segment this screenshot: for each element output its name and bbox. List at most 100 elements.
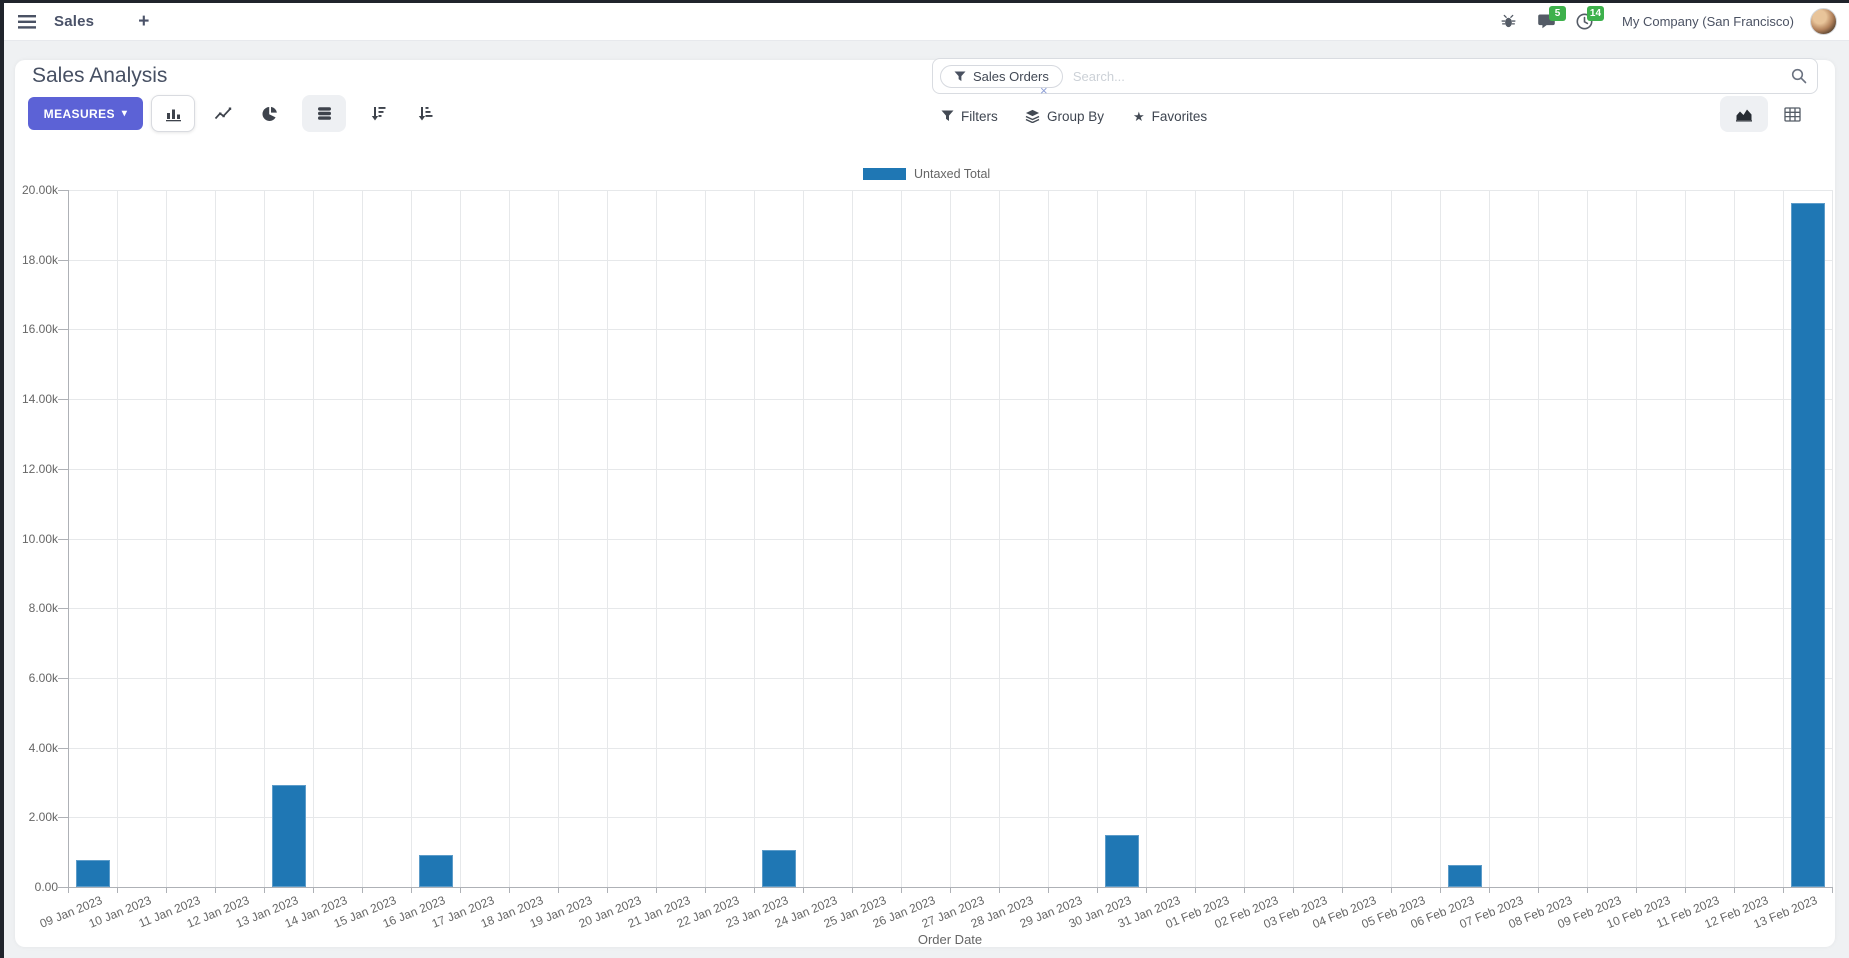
x-tick bbox=[803, 887, 804, 893]
x-tick bbox=[264, 887, 265, 893]
grid-line-v bbox=[1391, 190, 1392, 887]
y-tick-label: 20.00k bbox=[21, 183, 58, 197]
grid-line-v bbox=[117, 190, 118, 887]
x-tick bbox=[901, 887, 902, 893]
grid-line-v bbox=[852, 190, 853, 887]
x-tick bbox=[1097, 887, 1098, 893]
new-tab-button[interactable]: + bbox=[138, 11, 150, 32]
y-tick-label: 2.00k bbox=[28, 810, 58, 825]
grid-line-v bbox=[264, 190, 265, 887]
x-tick bbox=[705, 887, 706, 893]
y-tick-label: 12.00k bbox=[21, 461, 58, 476]
x-tick bbox=[1391, 887, 1392, 893]
bar-chart-icon bbox=[165, 105, 182, 122]
x-tick bbox=[1783, 887, 1784, 893]
pivot-view-button[interactable] bbox=[1768, 96, 1816, 132]
grid-line-v bbox=[803, 190, 804, 887]
bar[interactable] bbox=[1447, 864, 1482, 887]
bar[interactable] bbox=[271, 785, 306, 887]
x-tick bbox=[411, 887, 412, 893]
x-tick bbox=[1636, 887, 1637, 893]
chevron-down-icon: ▾ bbox=[121, 107, 128, 119]
activities-count-badge: 14 bbox=[1586, 5, 1605, 21]
x-tick bbox=[215, 887, 216, 893]
grid-line-v bbox=[1685, 190, 1686, 887]
y-tick bbox=[58, 259, 68, 261]
favorites-button[interactable]: ★ Favorites bbox=[1133, 103, 1207, 129]
apps-menu-icon[interactable] bbox=[14, 9, 40, 35]
y-tick bbox=[58, 399, 68, 401]
messages-icon[interactable]: 5 bbox=[1532, 5, 1567, 35]
grid-line-v bbox=[950, 190, 951, 887]
grid-line-v bbox=[1048, 190, 1049, 887]
group-by-button[interactable]: Group By bbox=[1025, 103, 1104, 129]
search-icon[interactable] bbox=[1791, 68, 1807, 84]
top-navbar: Sales + 5 14 My Company (San Francisco) bbox=[4, 3, 1849, 41]
x-tick bbox=[509, 887, 510, 893]
grid-line-v bbox=[1538, 190, 1539, 887]
measures-button[interactable]: MEASURES ▾ bbox=[28, 97, 143, 130]
x-tick bbox=[1832, 887, 1833, 893]
grid-line-v bbox=[901, 190, 902, 887]
company-switcher[interactable]: My Company (San Francisco) bbox=[1622, 14, 1794, 29]
pie-chart-icon bbox=[262, 106, 278, 122]
stacked-toggle-button[interactable] bbox=[302, 95, 346, 132]
bar[interactable] bbox=[418, 855, 453, 887]
window-edge-top bbox=[0, 0, 1849, 3]
grid-line-v bbox=[558, 190, 559, 887]
grid-line-v bbox=[754, 190, 755, 887]
app-brand-sales[interactable]: Sales bbox=[54, 13, 95, 30]
facet-remove-icon[interactable]: × bbox=[1040, 83, 1048, 98]
layers-icon bbox=[1025, 109, 1040, 123]
bar[interactable] bbox=[761, 850, 796, 887]
grid-line-v bbox=[411, 190, 412, 887]
chart-legend[interactable]: Untaxed Total bbox=[863, 167, 990, 181]
x-tick bbox=[999, 887, 1000, 893]
y-tick bbox=[58, 468, 68, 470]
pivot-table-icon bbox=[1783, 106, 1801, 122]
y-tick bbox=[58, 190, 68, 191]
sort-ascending-button[interactable] bbox=[403, 95, 447, 132]
grid-line-v bbox=[1244, 190, 1245, 887]
bar-chart-mode-button[interactable] bbox=[151, 95, 195, 132]
x-tick bbox=[1538, 887, 1539, 893]
bar[interactable] bbox=[75, 859, 110, 887]
filters-label: Filters bbox=[961, 108, 998, 124]
legend-label: Untaxed Total bbox=[914, 167, 991, 181]
x-tick bbox=[1489, 887, 1490, 893]
grid-line-v bbox=[656, 190, 657, 887]
grid-line-v bbox=[607, 190, 608, 887]
filters-button[interactable]: Filters bbox=[941, 103, 998, 129]
y-tick-label: 16.00k bbox=[21, 322, 58, 337]
debug-bug-icon[interactable] bbox=[1494, 9, 1522, 35]
sort-descending-button[interactable] bbox=[356, 95, 400, 132]
user-avatar[interactable] bbox=[1810, 8, 1837, 35]
grid-line-v bbox=[1293, 190, 1294, 887]
grid-line-v bbox=[1342, 190, 1343, 887]
search-bar[interactable]: Sales Orders bbox=[932, 58, 1818, 94]
x-tick bbox=[852, 887, 853, 893]
star-icon: ★ bbox=[1133, 108, 1145, 124]
pie-chart-mode-button[interactable] bbox=[248, 95, 292, 132]
search-facet-label: Sales Orders bbox=[973, 68, 1049, 84]
grid-line-v bbox=[1097, 190, 1098, 887]
bar[interactable] bbox=[1790, 203, 1825, 887]
bar[interactable] bbox=[1104, 834, 1139, 887]
sort-ascending-icon bbox=[417, 106, 433, 121]
measures-label: MEASURES bbox=[43, 106, 115, 121]
grid-line-v bbox=[509, 190, 510, 887]
graph-view-button[interactable] bbox=[1720, 96, 1768, 132]
x-tick bbox=[1440, 887, 1441, 893]
line-chart-mode-button[interactable] bbox=[201, 95, 245, 132]
grid-line-v bbox=[1489, 190, 1490, 887]
activities-clock-icon[interactable]: 14 bbox=[1570, 5, 1605, 35]
search-input[interactable] bbox=[1072, 68, 1791, 84]
search-facet-sales-orders[interactable]: Sales Orders bbox=[940, 64, 1063, 88]
grid-line-v bbox=[313, 190, 314, 887]
x-tick bbox=[362, 887, 363, 893]
x-tick bbox=[460, 887, 461, 893]
y-tick bbox=[58, 817, 68, 819]
y-tick-label: 0.00 bbox=[34, 880, 58, 894]
view-switcher bbox=[1720, 96, 1816, 132]
sort-descending-icon bbox=[370, 106, 386, 121]
